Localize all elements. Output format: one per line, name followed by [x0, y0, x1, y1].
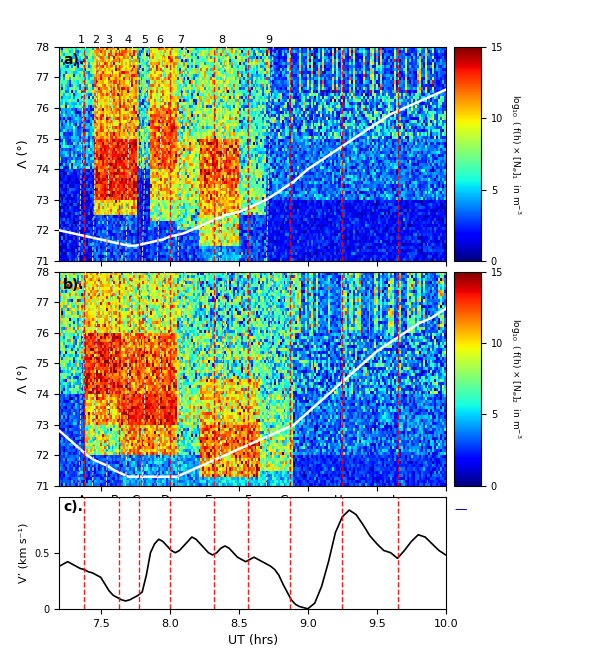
Text: 6: 6	[157, 35, 163, 45]
Text: 4: 4	[125, 35, 132, 45]
Y-axis label: Λ (°): Λ (°)	[17, 365, 30, 393]
Text: H: H	[334, 494, 343, 507]
X-axis label: UT (hrs): UT (hrs)	[228, 634, 277, 647]
Text: G: G	[280, 494, 289, 507]
Text: C: C	[131, 494, 140, 507]
Text: F: F	[245, 494, 252, 507]
Text: —: —	[454, 502, 467, 516]
Y-axis label: Λ (°): Λ (°)	[17, 140, 30, 168]
Text: 2: 2	[91, 35, 99, 45]
Y-axis label: $\log_{10}$ ( f(h) $\times$ [N$_e$]$_1$  in m$^{-3}$: $\log_{10}$ ( f(h) $\times$ [N$_e$]$_1$ …	[508, 94, 523, 214]
Text: 8: 8	[219, 35, 226, 45]
Text: B: B	[110, 494, 119, 507]
Text: c).: c).	[64, 500, 83, 514]
Text: 7: 7	[177, 35, 184, 45]
Text: 9: 9	[266, 35, 273, 45]
Text: A: A	[77, 494, 86, 507]
Text: E: E	[205, 494, 212, 507]
Text: D: D	[161, 494, 170, 507]
Text: 5: 5	[141, 35, 148, 45]
Text: I: I	[391, 494, 395, 507]
Text: 1: 1	[78, 35, 85, 45]
Y-axis label: V’ (km s⁻¹): V’ (km s⁻¹)	[19, 522, 29, 583]
Text: 3: 3	[106, 35, 113, 45]
Text: b).: b).	[64, 278, 85, 292]
Text: a).: a).	[64, 54, 84, 68]
Y-axis label: $\log_{10}$ ( f(h) $\times$ [N$_e$]$_2$  in m$^{-3}$: $\log_{10}$ ( f(h) $\times$ [N$_e$]$_2$ …	[508, 318, 523, 439]
